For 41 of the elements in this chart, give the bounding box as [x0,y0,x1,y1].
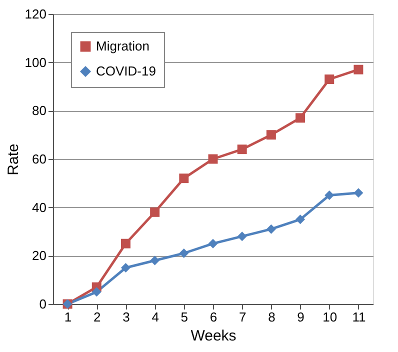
point [237,232,247,242]
x-axis-title: Weeks [190,328,236,344]
point [354,188,364,198]
point [296,214,306,224]
point [208,154,218,164]
point [354,64,364,74]
y-tick-label: 20 [32,248,46,264]
point [120,263,130,272]
point [266,224,276,234]
point [296,113,306,123]
legend-label: COVID-19 [96,64,156,78]
point [208,238,218,248]
point [324,74,334,84]
y-tick-label: 80 [32,103,46,118]
point [150,256,160,266]
x-tick-label: 11 [352,310,366,324]
point [120,238,130,248]
point [266,130,276,140]
x-tick-label: 4 [152,310,159,324]
y-axis-title: Rate [4,144,22,176]
x-tick-label: 1 [64,310,72,324]
point [179,174,189,184]
x-tick-label: 6 [210,310,218,324]
y-tick-label: 60 [32,152,46,166]
y-tick-label: 120 [24,6,46,22]
legend-label: Migration [96,38,150,54]
point [324,190,334,200]
y-tick-label: 100 [24,54,46,70]
point [237,144,247,154]
y-tick-label: 0 [39,296,46,312]
x-tick-label: 10 [322,310,338,324]
x-tick-label: 5 [180,310,188,324]
x-tick-label: 9 [297,310,304,324]
point [150,207,160,217]
point [179,248,189,258]
x-tick-label: 7 [238,310,246,324]
x-tick-label: 8 [268,310,276,324]
y-tick-label: 40 [32,200,46,215]
point [92,287,102,297]
x-tick-label: 2 [94,310,101,324]
x-tick-label: 3 [122,310,130,324]
